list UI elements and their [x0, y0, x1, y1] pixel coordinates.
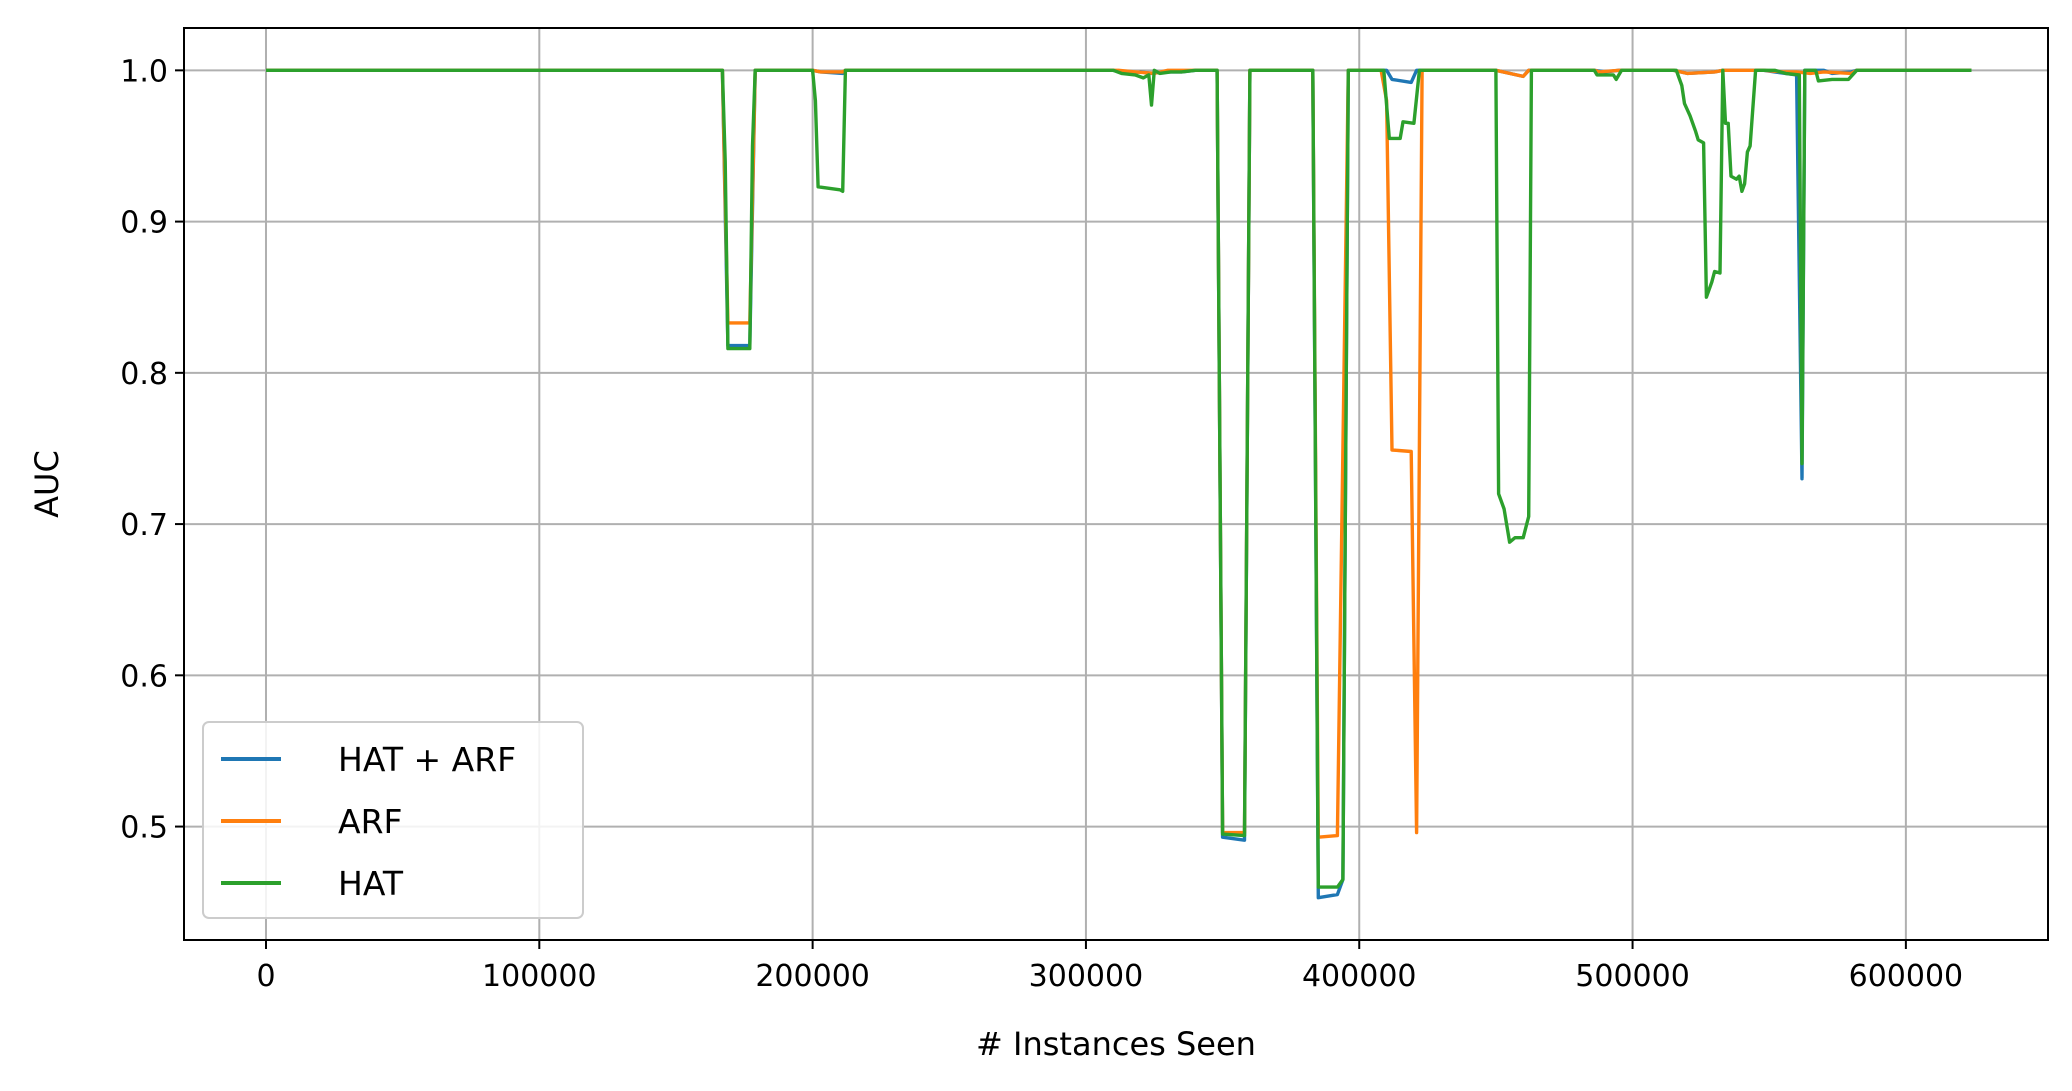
y-tick-label: 0.5 [120, 811, 168, 846]
y-tick-label: 0.7 [120, 508, 168, 543]
series-line-hat [266, 68, 1972, 889]
y-tick-label: 0.8 [120, 357, 168, 392]
x-tick-label: 600000 [1849, 959, 1964, 994]
legend-label-hat-arf: HAT + ARF [338, 740, 516, 779]
y-tick-label: 1.0 [120, 54, 168, 89]
x-tick-label: 400000 [1302, 959, 1417, 994]
legend-label-arf: ARF [338, 802, 403, 841]
series-lines [266, 68, 1972, 900]
legend-box [202, 721, 584, 919]
y-tick-label: 0.9 [120, 206, 168, 241]
plot-frame [183, 27, 2049, 941]
x-tick-label: 300000 [1029, 959, 1144, 994]
x-tick-label: 500000 [1575, 959, 1690, 994]
x-tick-label: 100000 [482, 959, 597, 994]
x-axis-title: # Instances Seen [976, 1025, 1256, 1063]
legend: HAT + ARF ARF HAT [202, 721, 584, 919]
y-tick-label: 0.6 [120, 659, 168, 694]
axis-ticks: 0 100000 200000 300000 400000 500000 600000 0.5… [120, 54, 1963, 994]
x-tick-label: 0 [256, 959, 275, 994]
legend-label-hat: HAT [338, 864, 404, 903]
x-tick-label: 200000 [755, 959, 870, 994]
y-axis-title: AUC [28, 450, 66, 518]
